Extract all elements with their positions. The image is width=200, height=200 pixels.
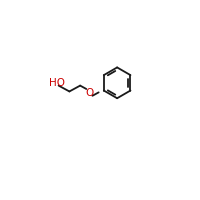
Text: O: O <box>85 88 94 98</box>
Text: HO: HO <box>49 78 65 88</box>
